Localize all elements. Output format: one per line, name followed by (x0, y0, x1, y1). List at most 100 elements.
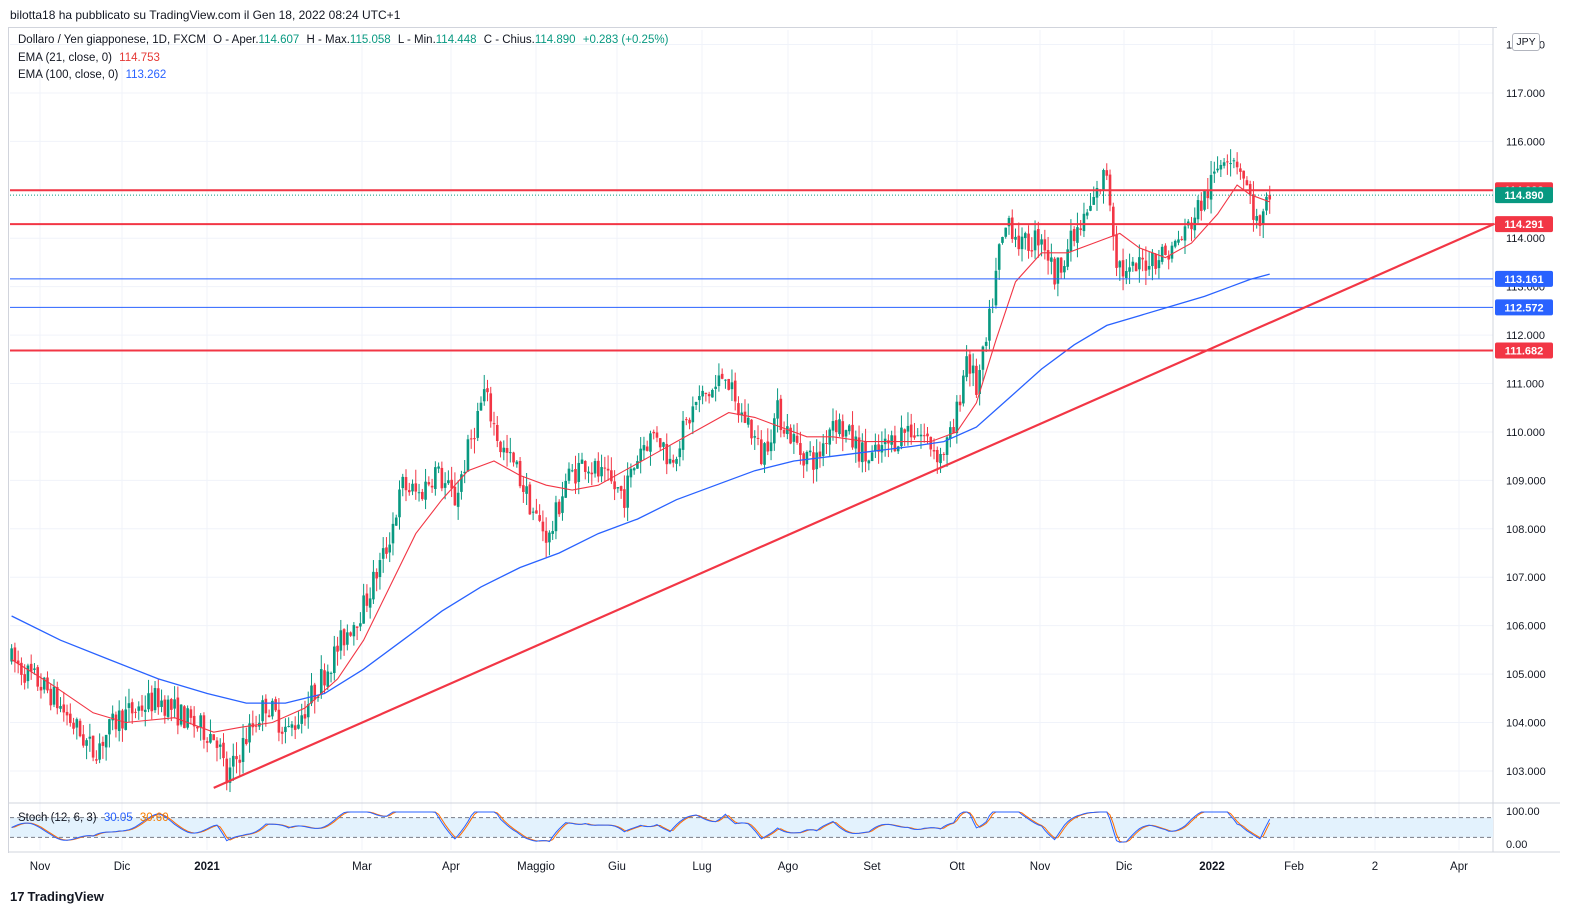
candle-body (818, 451, 822, 457)
candle-body (1066, 249, 1069, 267)
candle-body (825, 442, 828, 444)
candle-body (658, 438, 662, 448)
candle-body (339, 630, 343, 651)
candle-body (704, 392, 708, 395)
stoch-d-line (11, 811, 1271, 843)
candle-body (570, 470, 574, 472)
candle-body (362, 595, 365, 624)
candle-body (346, 632, 349, 645)
candle-body (841, 421, 845, 437)
candle-body (23, 674, 26, 683)
level-price-tag: 113.161 (1504, 274, 1543, 286)
candle-body (297, 724, 300, 729)
candle-body (1023, 233, 1027, 239)
x-tick-label: Apr (442, 861, 460, 873)
candle-body (975, 365, 978, 395)
candle-body (978, 370, 981, 394)
candle-body (186, 708, 189, 728)
candle-body (153, 688, 157, 711)
candle-body (619, 486, 623, 491)
candle-body (300, 715, 304, 724)
candle-body (773, 418, 776, 444)
candle-body (626, 475, 629, 508)
candle-body (450, 479, 453, 489)
candle-body (170, 699, 173, 710)
x-tick-label: 2022 (1199, 861, 1225, 873)
currency-button[interactable]: JPY (1512, 33, 1540, 51)
high-label: H - Max. (306, 34, 350, 46)
candle-body (473, 438, 476, 440)
candle-body (623, 489, 626, 508)
candle-body (150, 692, 154, 712)
ema21-legend[interactable]: EMA (21, close, 0) 114.753 (18, 52, 160, 64)
candle-body (36, 667, 40, 687)
candle-body (29, 663, 33, 672)
candle-body (932, 450, 936, 452)
candle-body (1203, 189, 1206, 210)
candle-body (411, 483, 414, 492)
candle-body (134, 711, 137, 713)
candle-body (241, 737, 245, 762)
candle-body (437, 466, 440, 469)
stoch-legend[interactable]: Stoch (12, 6, 3) 30.05 30.60 (18, 812, 169, 824)
candle-body (727, 378, 730, 390)
candle-body (606, 468, 610, 471)
candle-body (42, 677, 46, 690)
candle-body (127, 703, 131, 708)
candle-body (1235, 161, 1239, 168)
candle-body (512, 452, 515, 463)
candle-body (1213, 171, 1216, 174)
candle-body (108, 719, 111, 735)
candle-body (68, 713, 72, 724)
candle-body (926, 433, 929, 437)
low-value: 114.448 (435, 34, 477, 46)
candle-body (313, 684, 317, 700)
candle-body (434, 467, 437, 490)
candle-body (137, 706, 141, 711)
candle-body (1164, 245, 1167, 255)
candle-body (821, 443, 825, 456)
candle-body (20, 662, 23, 675)
candle-body (463, 471, 466, 474)
candle-body (610, 470, 613, 482)
candle-body (1079, 228, 1082, 230)
candle-body (551, 531, 554, 534)
candle-body (880, 445, 884, 453)
candle-body (407, 490, 411, 493)
candle-body (632, 468, 636, 471)
x-tick-label: 2021 (194, 861, 220, 873)
candle-body (681, 420, 685, 450)
candle-body (691, 406, 695, 423)
candle-body (1180, 238, 1184, 240)
stoch-tick-label: 0.00 (1506, 839, 1527, 851)
candle-body (688, 419, 691, 424)
candle-body (401, 476, 405, 489)
candle-body (916, 435, 920, 437)
candle-body (740, 412, 744, 416)
candle-body (238, 759, 242, 763)
candle-body (636, 461, 639, 469)
candle-body (913, 435, 916, 438)
candle-body (1173, 240, 1177, 247)
candle-body (218, 744, 222, 747)
candle-body (277, 709, 281, 733)
candle-body (528, 484, 532, 515)
candle-body (522, 485, 525, 492)
candle-body (583, 461, 587, 472)
candle-body (984, 341, 988, 346)
candle-body (548, 532, 551, 543)
candle-body (639, 448, 642, 462)
candle-body (1261, 211, 1265, 225)
candle-body (323, 670, 326, 686)
candle-body (577, 462, 581, 482)
candle-body (1040, 239, 1043, 245)
candle-body (192, 715, 196, 727)
candle-body (958, 401, 962, 406)
candle-body (75, 719, 79, 728)
ema100-legend[interactable]: EMA (100, close, 0) 113.262 (18, 69, 166, 81)
candle-body (1160, 246, 1164, 262)
candle-body (111, 713, 114, 721)
tradingview-brand[interactable]: 17 TradingView (10, 889, 104, 904)
candle-body (893, 435, 897, 452)
